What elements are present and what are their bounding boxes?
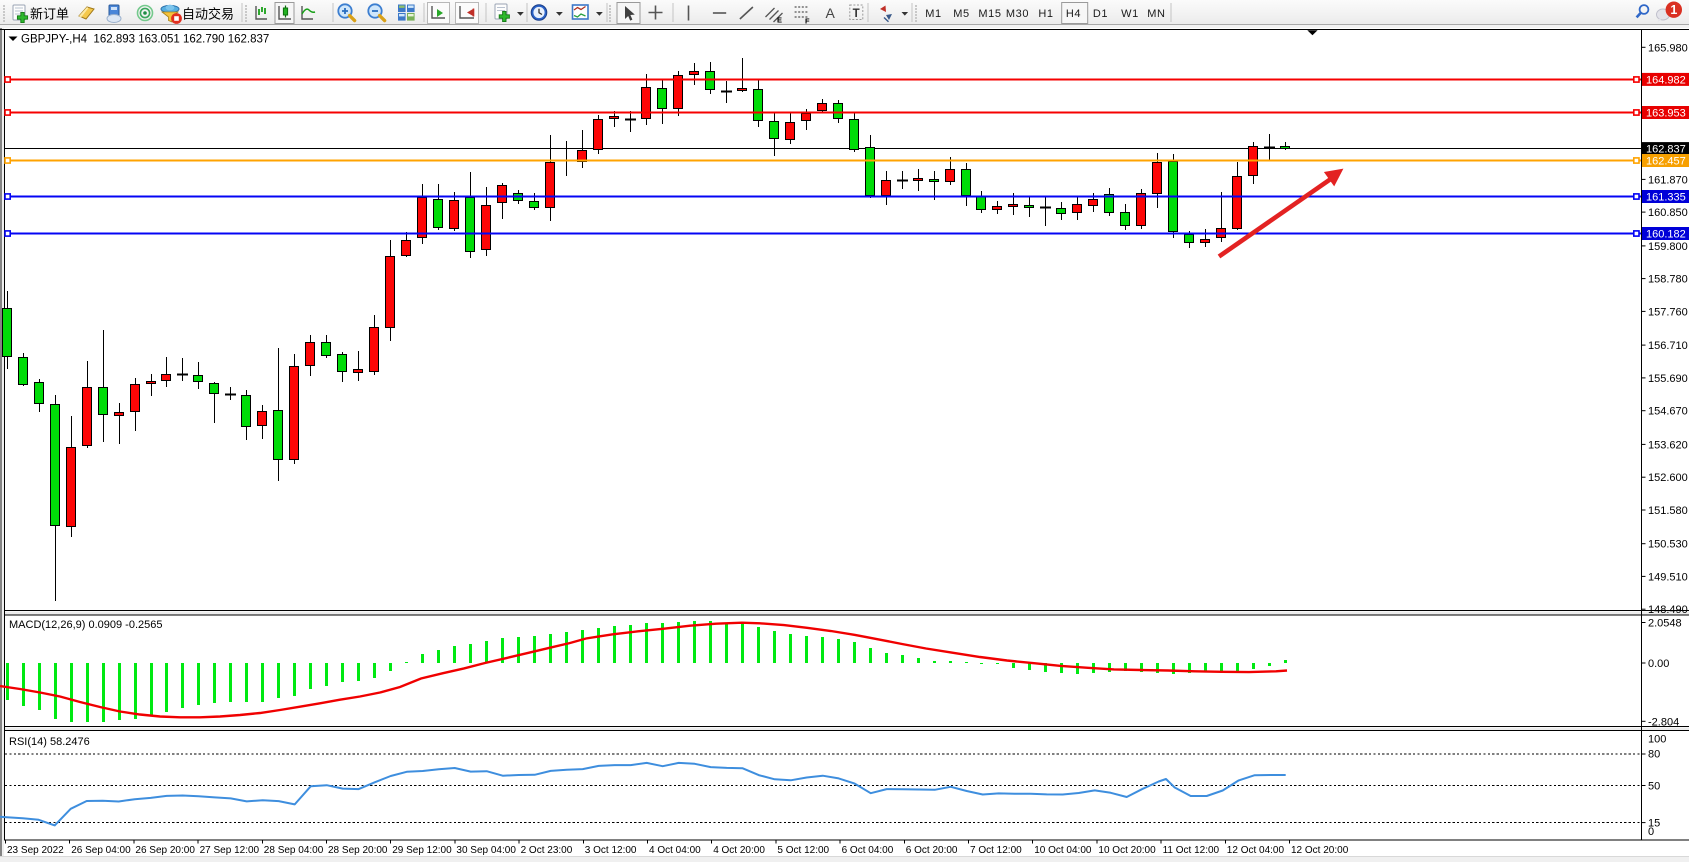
svg-text:155.690: 155.690	[1648, 373, 1688, 385]
svg-text:163.953: 163.953	[1646, 108, 1686, 120]
svg-text:10 Oct 20:00: 10 Oct 20:00	[1098, 845, 1156, 856]
svg-text:0: 0	[1648, 826, 1654, 838]
svg-text:162.837: 162.837	[1646, 144, 1686, 156]
svg-text:28 Sep 20:00: 28 Sep 20:00	[328, 845, 388, 856]
svg-text:T: T	[853, 8, 860, 20]
svg-text:D1: D1	[1093, 8, 1108, 20]
svg-text:151.580: 151.580	[1648, 505, 1688, 517]
svg-text:161.335: 161.335	[1646, 192, 1686, 204]
svg-text:3 Oct 12:00: 3 Oct 12:00	[585, 845, 637, 856]
svg-text:6 Oct 04:00: 6 Oct 04:00	[842, 845, 894, 856]
svg-text:6 Oct 20:00: 6 Oct 20:00	[906, 845, 958, 856]
svg-text:26 Sep 20:00: 26 Sep 20:00	[135, 845, 195, 856]
svg-text:100: 100	[1648, 733, 1666, 745]
svg-text:27 Sep 12:00: 27 Sep 12:00	[200, 845, 260, 856]
svg-text:4 Oct 20:00: 4 Oct 20:00	[713, 845, 765, 856]
svg-text:160.182: 160.182	[1646, 229, 1686, 241]
svg-text:157.760: 157.760	[1648, 306, 1688, 318]
svg-text:自动交易: 自动交易	[182, 7, 234, 22]
svg-text:162.457: 162.457	[1646, 156, 1686, 168]
svg-text:10 Oct 04:00: 10 Oct 04:00	[1034, 845, 1092, 856]
svg-text:M1: M1	[925, 8, 941, 20]
svg-text:新订单: 新订单	[30, 7, 69, 22]
svg-text:154.670: 154.670	[1648, 406, 1688, 418]
svg-text:148.490: 148.490	[1648, 604, 1688, 616]
svg-text:MN: MN	[1147, 8, 1165, 20]
svg-text:GBPJPY-,H4 162.893 163.051 16: GBPJPY-,H4 162.893 163.051 162.790 162.8…	[21, 34, 269, 46]
svg-text:26 Sep 04:00: 26 Sep 04:00	[71, 845, 131, 856]
svg-text:W1: W1	[1121, 8, 1139, 20]
svg-text:H1: H1	[1038, 8, 1053, 20]
svg-text:MACD(12,26,9) 0.0909 -0.2565: MACD(12,26,9) 0.0909 -0.2565	[9, 619, 162, 631]
svg-text:M30: M30	[1006, 8, 1029, 20]
svg-text:160.850: 160.850	[1648, 207, 1688, 219]
svg-text:12 Oct 20:00: 12 Oct 20:00	[1291, 845, 1349, 856]
svg-text:2 Oct 23:00: 2 Oct 23:00	[521, 845, 573, 856]
svg-text:2.0548: 2.0548	[1648, 618, 1682, 630]
svg-text:158.780: 158.780	[1648, 274, 1688, 286]
svg-text:1: 1	[1670, 3, 1677, 17]
svg-text:156.710: 156.710	[1648, 340, 1688, 352]
svg-text:M15: M15	[978, 8, 1001, 20]
svg-text:4 Oct 04:00: 4 Oct 04:00	[649, 845, 701, 856]
svg-text:152.600: 152.600	[1648, 472, 1688, 484]
svg-text:7 Oct 12:00: 7 Oct 12:00	[970, 845, 1022, 856]
svg-text:-2.804: -2.804	[1648, 716, 1679, 728]
svg-text:A: A	[826, 5, 836, 21]
svg-text:H4: H4	[1066, 8, 1081, 20]
svg-text:E: E	[777, 16, 782, 25]
svg-text:29 Sep 12:00: 29 Sep 12:00	[392, 845, 452, 856]
svg-text:F: F	[805, 17, 810, 26]
svg-text:0.00: 0.00	[1648, 658, 1669, 670]
svg-text:153.620: 153.620	[1648, 439, 1688, 451]
svg-text:150.530: 150.530	[1648, 539, 1688, 551]
svg-text:159.800: 159.800	[1648, 241, 1688, 253]
svg-text:50: 50	[1648, 781, 1660, 793]
svg-text:165.980: 165.980	[1648, 42, 1688, 54]
svg-text:RSI(14) 58.2476: RSI(14) 58.2476	[9, 736, 90, 748]
svg-text:28 Sep 04:00: 28 Sep 04:00	[264, 845, 324, 856]
svg-text:12 Oct 04:00: 12 Oct 04:00	[1227, 845, 1285, 856]
svg-text:80: 80	[1648, 749, 1660, 761]
svg-text:30 Sep 04:00: 30 Sep 04:00	[456, 845, 516, 856]
svg-text:5 Oct 12:00: 5 Oct 12:00	[777, 845, 829, 856]
svg-text:23 Sep 2022: 23 Sep 2022	[7, 845, 64, 856]
svg-text:11 Oct 12:00: 11 Oct 12:00	[1163, 845, 1220, 856]
svg-text:149.510: 149.510	[1648, 571, 1688, 583]
svg-text:M5: M5	[953, 8, 969, 20]
svg-text:15: 15	[1648, 818, 1660, 830]
svg-text:161.870: 161.870	[1648, 174, 1688, 186]
svg-text:164.982: 164.982	[1646, 74, 1686, 86]
